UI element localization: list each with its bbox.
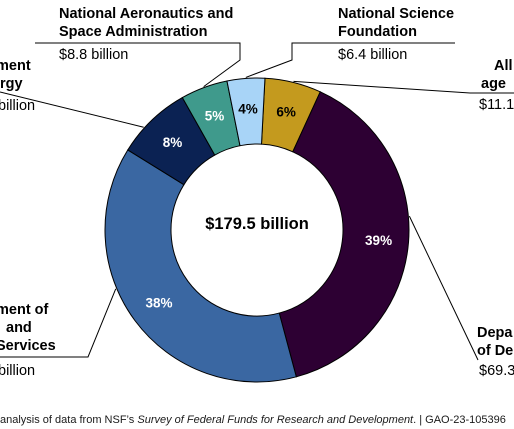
label-other-amount-text: $11.1 bbox=[479, 97, 514, 113]
label-energy-name-2: rgy bbox=[0, 76, 23, 92]
percent-labels: 6% 39% 38% 8% 5% 4% bbox=[146, 101, 393, 310]
label-hhs-amount-text: billion bbox=[0, 363, 36, 379]
label-nsf-name-2: Foundation bbox=[338, 24, 417, 40]
label-defense-amount: $69.3 bbox=[479, 362, 514, 380]
label-nasa-name-1: National Aeronautics and bbox=[59, 6, 234, 22]
percent-label-all-other-agencies: 6% bbox=[276, 105, 296, 120]
percent-label-national-aeronautics-and-space-administration: 5% bbox=[205, 109, 225, 124]
label-hhs-name-2: and bbox=[6, 320, 32, 336]
leader-line-all-other-agencies bbox=[293, 80, 514, 94]
label-defense: Depa of De bbox=[477, 324, 513, 360]
donut-slices bbox=[104, 77, 410, 383]
percent-label-national-science-foundation: 4% bbox=[238, 101, 258, 116]
percent-label-department-of-energy: 8% bbox=[163, 135, 183, 150]
source-note: analysis of data from NSF’s Survey of Fe… bbox=[0, 414, 506, 427]
label-hhs-amount: billion bbox=[0, 362, 35, 380]
label-other-name-1: All bbox=[494, 58, 513, 74]
label-defense-name-1: Depa bbox=[477, 325, 513, 341]
slice-national-science-foundation bbox=[226, 77, 266, 147]
leader-line-department-of-energy bbox=[0, 91, 144, 128]
label-energy: ment rgy bbox=[0, 57, 31, 93]
label-nasa-name-2: Space Administration bbox=[59, 24, 208, 40]
label-other: All age bbox=[481, 57, 513, 93]
label-other-name-2: age bbox=[481, 76, 506, 92]
label-energy-amount: billion bbox=[0, 97, 35, 115]
center-total-label: $179.5 billion bbox=[205, 215, 309, 233]
source-suffix: . | GAO-23-105396 bbox=[413, 414, 506, 426]
label-nasa: National Aeronautics and Space Administr… bbox=[59, 5, 233, 64]
label-hhs: ment of and Services bbox=[0, 301, 56, 355]
leader-line-department-of-defense bbox=[408, 215, 479, 361]
leader-line-national-science-foundation bbox=[245, 42, 455, 78]
label-energy-amount-text: billion bbox=[0, 98, 36, 114]
label-hhs-name-3: Services bbox=[0, 338, 56, 354]
slice-department-of-health-and-human-services bbox=[104, 149, 297, 383]
label-hhs-name-1: ment of bbox=[0, 302, 49, 318]
label-nsf: National Science Foundation $6.4 billion bbox=[338, 5, 454, 64]
source-prefix: analysis of data from NSF’s bbox=[0, 414, 138, 426]
percent-label-department-of-defense: 39% bbox=[365, 233, 392, 248]
label-defense-amount-text: $69.3 bbox=[479, 363, 514, 379]
label-nasa-amount: $8.8 billion bbox=[59, 47, 129, 63]
leader-line-department-of-health-and-human-services bbox=[0, 288, 117, 358]
label-defense-name-2: of De bbox=[477, 343, 514, 359]
leader-line-national-aeronautics-and-space-administration bbox=[35, 42, 241, 87]
label-energy-name-1: ment bbox=[0, 58, 31, 74]
label-nsf-amount: $6.4 billion bbox=[338, 47, 408, 63]
source-title: Survey of Federal Funds for Research and… bbox=[137, 414, 414, 426]
label-nsf-name-1: National Science bbox=[338, 6, 455, 22]
leader-lines bbox=[0, 42, 514, 361]
slice-department-of-defense bbox=[278, 91, 410, 378]
label-other-amount: $11.1 bbox=[479, 96, 514, 114]
percent-label-department-of-health-and-human-services: 38% bbox=[146, 296, 173, 311]
